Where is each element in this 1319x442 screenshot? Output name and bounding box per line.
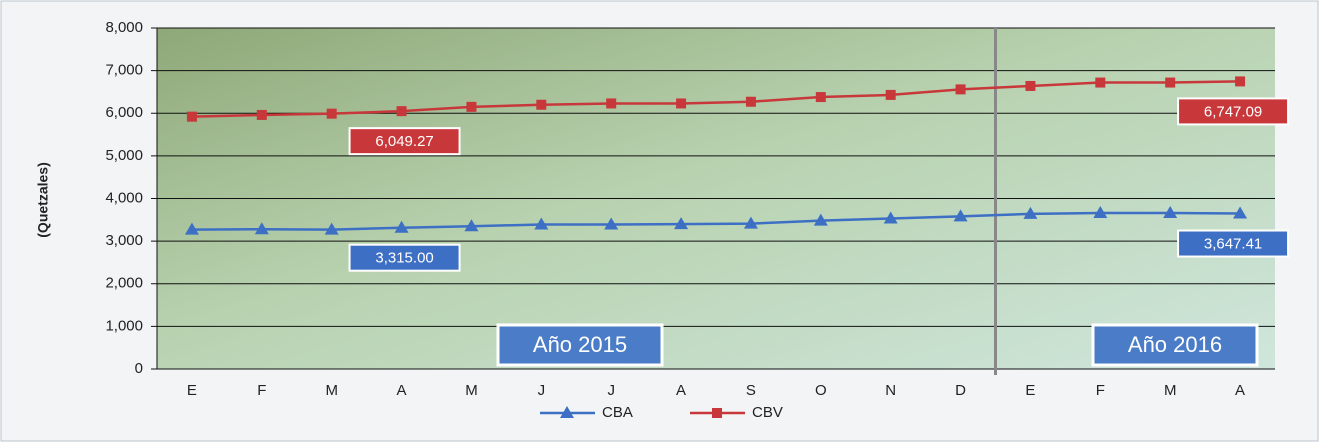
marker [394,220,409,233]
marker [1095,77,1106,88]
y-tick-label: 7,000 [105,62,143,79]
marker [606,98,617,109]
x-tick-label: E [1025,382,1035,399]
x-tick-label: J [607,382,615,399]
annotation: Año 2016 [1128,332,1222,357]
marker [254,222,269,235]
marker [1025,80,1036,91]
x-tick-label: N [885,382,896,399]
legend-label: CBA [602,404,633,421]
y-tick-label: 5,000 [105,147,143,164]
x-tick-label: D [955,382,966,399]
data-label: 3,315.00 [375,250,433,267]
data-label-box [348,243,461,272]
legend-marker [712,408,722,418]
marker [743,216,758,229]
data-label: 6,747.09 [1204,103,1262,120]
marker [1233,206,1248,219]
x-tick-label: J [538,382,546,399]
y-tick-label: 2,000 [105,275,143,292]
x-tick-label: E [187,382,197,399]
marker [676,98,687,109]
marker [885,89,896,100]
annotation-box [1091,323,1259,367]
y-tick-label: 4,000 [105,189,143,206]
series-line [191,211,1241,231]
data-label: 3,647.41 [1204,235,1262,252]
y-tick-label: 6,000 [105,104,143,121]
marker [1165,77,1176,88]
data-label: 6,049.27 [375,133,433,150]
annotation-box [496,323,664,367]
x-tick-label: A [1235,382,1245,399]
marker [186,111,197,122]
x-tick-label: F [257,382,266,399]
marker [955,84,966,95]
y-tick-label: 0 [135,360,143,377]
marker [604,217,619,230]
marker [256,109,267,120]
marker [1235,76,1246,87]
marker [534,217,549,230]
marker [1023,206,1038,219]
x-tick-label: M [1164,382,1177,399]
marker [745,96,756,107]
legend-marker [560,406,574,418]
marker [883,211,898,224]
x-tick-label: A [676,382,686,399]
marker [536,99,547,110]
x-tick-label: F [1096,382,1105,399]
y-tick-label: 3,000 [105,232,143,249]
data-label-box [348,127,461,156]
x-tick-label: M [325,382,338,399]
annotation: Año 2015 [533,332,627,357]
marker [326,108,337,119]
marker [396,106,407,117]
x-tick-label: S [746,382,756,399]
marker [953,209,968,222]
marker [813,213,828,226]
x-tick-label: O [815,382,827,399]
data-label-box [1177,229,1290,258]
marker [324,222,339,235]
y-tick-label: 1,000 [105,317,143,334]
data-label-box [1177,97,1290,126]
marker [1093,205,1108,218]
series-line [191,80,1241,118]
y-tick-label: 8,000 [105,19,143,36]
y-axis-label: (Quetzales) [35,162,51,237]
marker [1163,205,1178,218]
x-tick-label: A [397,382,407,399]
marker [464,219,479,232]
marker [466,101,477,112]
marker [184,222,199,235]
x-tick-label: M [465,382,478,399]
marker [674,217,689,230]
marker [815,92,826,103]
legend-label: CBV [752,404,783,421]
